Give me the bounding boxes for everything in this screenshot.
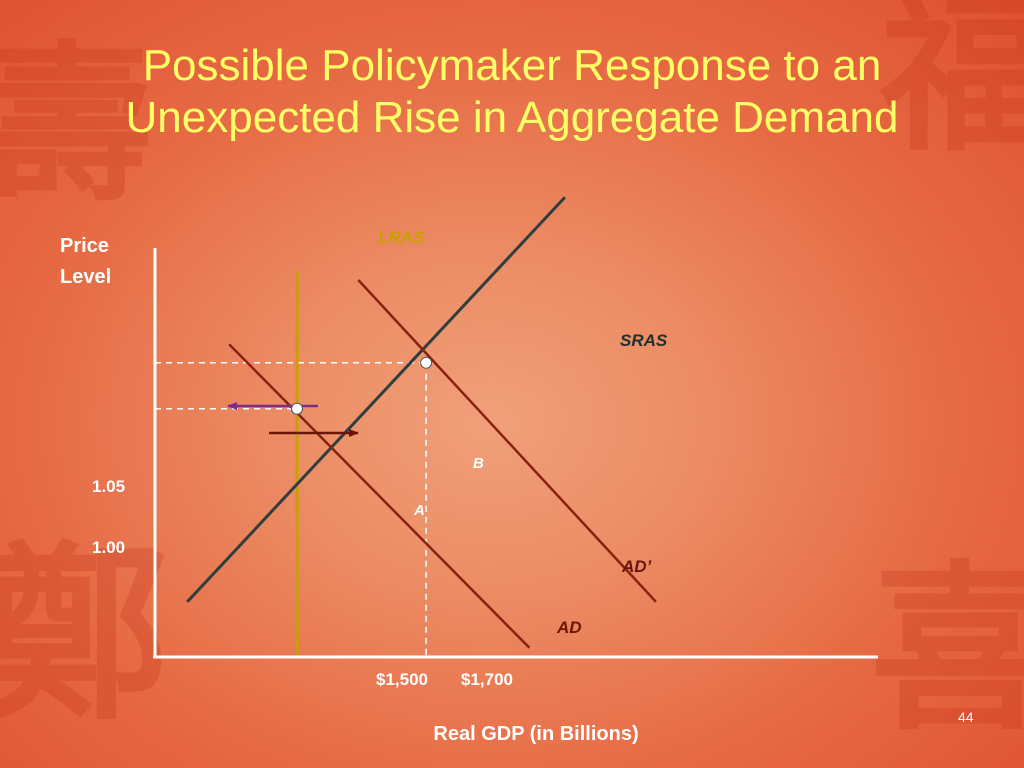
- point-b-marker: [420, 356, 433, 369]
- point-a-label: A: [413, 502, 425, 519]
- y-axis-label-line-1: Price: [60, 235, 109, 257]
- x-tick-label-1700: $1,700: [461, 670, 513, 689]
- series-layer: [186, 196, 657, 657]
- point-b-label: B: [473, 455, 484, 472]
- ad-label: AD: [556, 618, 582, 637]
- sras-line: [186, 196, 567, 603]
- shift-arrows: [227, 402, 359, 437]
- y-tick-label-1-00: 1.00: [92, 538, 125, 557]
- background-seal-top-left: 壽: [0, 25, 153, 225]
- ad-prime-line: [357, 279, 657, 603]
- y-axis-label-line-2: Level: [60, 266, 111, 288]
- background-seal-bottom-left: 鄭: [0, 523, 171, 746]
- equilibrium-points: [291, 356, 433, 415]
- x-tick-label-1500: $1,500: [376, 670, 428, 689]
- slide-title-line-1: Possible Policymaker Response to an: [142, 41, 882, 90]
- ad-prime-label: AD’: [621, 557, 652, 576]
- ad-line: [228, 343, 531, 649]
- lras-label: LRAS: [378, 228, 425, 247]
- page-number: 44: [958, 709, 974, 725]
- slide-title-line-2: Unexpected Rise in Aggregate Demand: [125, 93, 899, 142]
- y-tick-label-1-05: 1.05: [92, 477, 125, 496]
- sras-label: SRAS: [620, 331, 668, 350]
- point-a-marker: [291, 402, 304, 415]
- x-axis-label: Real GDP (in Billions): [433, 723, 638, 745]
- slide-title: Possible Policymaker Response to an Unex…: [0, 40, 1024, 144]
- background-seal-bottom-right: 喜: [870, 544, 1024, 755]
- background-seal-top-right: 福: [880, 0, 1024, 175]
